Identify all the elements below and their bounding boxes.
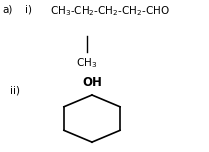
Text: i): i) [25,5,32,15]
Text: OH: OH [82,76,102,89]
Text: CH$_3$-CH$_2$-CH$_2$-CH$_2$-CHO: CH$_3$-CH$_2$-CH$_2$-CH$_2$-CHO [50,5,170,18]
Text: a): a) [2,5,13,15]
Text: CH$_3$: CH$_3$ [76,56,97,70]
Text: ii): ii) [10,85,20,95]
